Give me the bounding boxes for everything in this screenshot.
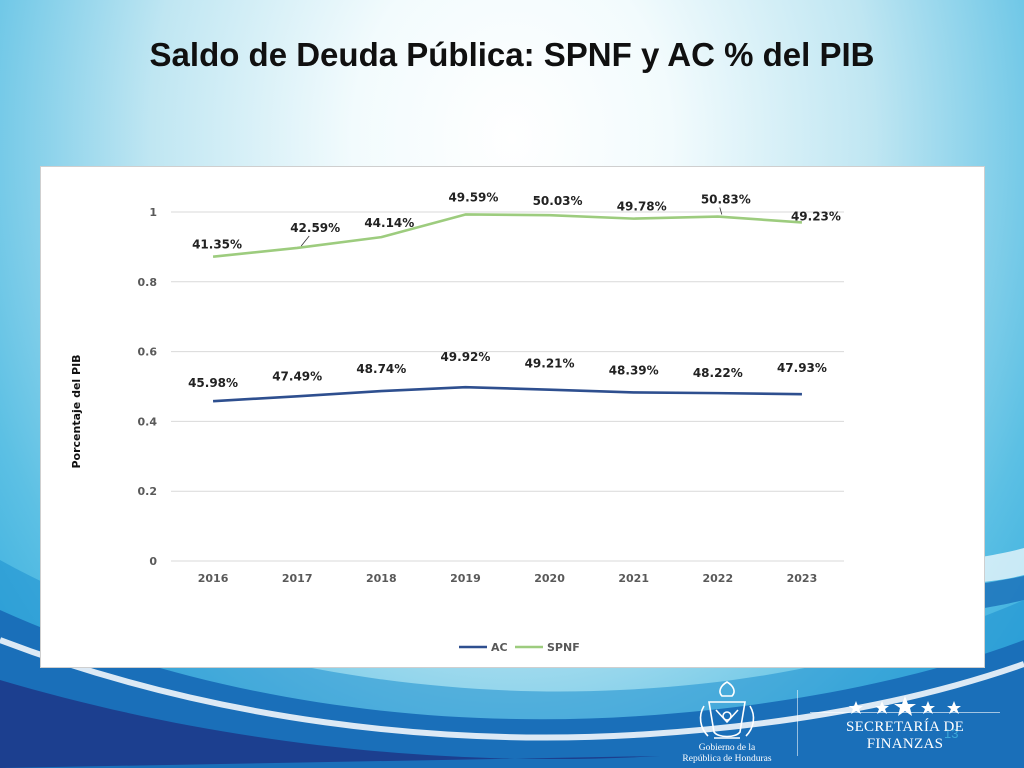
chart-legend: AC SPNF — [459, 641, 580, 654]
x-tick-label: 2023 — [787, 572, 818, 585]
data-label-ac: 49.21% — [525, 357, 575, 371]
data-label-spnf: 49.78% — [617, 200, 667, 214]
x-tick-label: 2021 — [618, 572, 649, 585]
government-caption: Gobierno de la República de Honduras — [664, 743, 790, 765]
data-labels: 45.98% 47.49% 48.74% 49.92% 49.21% 48.39% 48.2… — [188, 190, 841, 390]
data-label-spnf: 50.83% — [701, 193, 751, 207]
data-label-spnf: 44.14% — [364, 216, 414, 230]
data-label-ac: 48.22% — [693, 366, 743, 380]
data-label-spnf: 49.59% — [448, 190, 498, 204]
x-tick-label: 2019 — [450, 572, 481, 585]
gov-line-2: República de Honduras — [682, 754, 772, 764]
x-tick-label: 2020 — [534, 572, 565, 585]
y-axis-title: Porcentaje del PIB — [70, 354, 83, 468]
gov-line-1: Gobierno de la — [698, 743, 756, 753]
data-label-ac: 47.93% — [777, 361, 827, 375]
y-tick-label: 0 — [149, 555, 157, 568]
slide-title: Saldo de Deuda Pública: SPNF y AC % del … — [149, 36, 875, 73]
y-tick-label: 1 — [149, 206, 157, 219]
stars-rule — [810, 712, 1000, 713]
y-tick-labels: 0 0.2 0.4 0.6 0.8 1 — [138, 206, 158, 568]
data-label-spnf: 41.35% — [192, 238, 242, 252]
footer-divider — [797, 690, 798, 756]
data-label-ac: 49.92% — [440, 350, 490, 364]
x-tick-label: 2022 — [703, 572, 734, 585]
y-tick-label: 0.8 — [138, 276, 158, 289]
data-label-spnf: 50.03% — [533, 194, 583, 208]
data-label-spnf: 42.59% — [290, 221, 340, 235]
label-leader-line — [300, 235, 310, 247]
gridlines — [171, 211, 844, 562]
data-label-spnf: 49.23% — [791, 209, 841, 223]
series-lines — [212, 213, 803, 403]
x-tick-label: 2018 — [366, 572, 397, 585]
line-chart: 00.20.40.60.81 2016 2017 2018 2019 2020 2021 2… — [70, 190, 844, 654]
series-line-spnf — [212, 213, 803, 258]
x-tick-labels: 2016 2017 2018 2019 2020 2021 2022 2023 — [198, 572, 818, 585]
legend-label-ac: AC — [491, 641, 508, 654]
slide-number: 13 — [944, 726, 959, 741]
legend-label-spnf: SPNF — [547, 641, 580, 654]
x-tick-label: 2017 — [282, 572, 313, 585]
x-tick-label: 2016 — [198, 572, 229, 585]
data-label-ac: 47.49% — [272, 369, 322, 383]
coat-of-arms-icon — [699, 681, 755, 739]
data-label-ac: 48.74% — [356, 362, 406, 376]
five-stars-icon — [849, 696, 961, 716]
label-leader-line — [719, 207, 723, 215]
y-tick-label: 0.6 — [138, 346, 158, 359]
secretaria-caption: SECRETARÍA DE FINANZAS — [845, 719, 965, 752]
data-label-ac: 48.39% — [609, 363, 659, 377]
y-tick-label: 0.4 — [138, 415, 158, 428]
series-line-ac — [212, 385, 802, 403]
chart-panel: 0 0.2 0.4 0.6 0.8 1 2016 2017 2018 2019 2020 2021 2… — [40, 166, 985, 668]
data-label-ac: 45.98% — [188, 376, 238, 390]
y-tick-label: 0.2 — [138, 485, 158, 498]
